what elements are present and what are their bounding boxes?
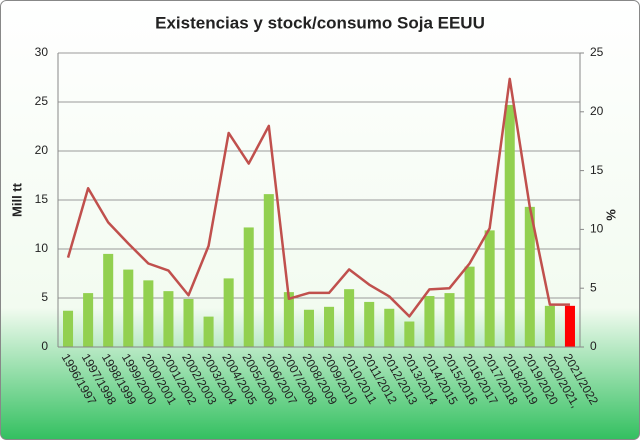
y-tick-label: 25 (35, 94, 49, 108)
bar (303, 309, 314, 347)
y2-tick-label: 25 (590, 45, 604, 59)
bar (324, 306, 335, 347)
bar (404, 321, 415, 347)
bar (163, 291, 174, 347)
y2-tick-label: 10 (590, 222, 604, 236)
bar (243, 227, 254, 347)
bar (564, 305, 575, 347)
y-tick-label: 5 (41, 290, 48, 304)
bar (504, 104, 515, 347)
y2-tick-label: 15 (590, 163, 604, 177)
bar (464, 266, 475, 347)
bar (384, 308, 395, 347)
line (66, 77, 570, 318)
y-axis-title: Mill tt (9, 182, 24, 217)
y-tick-label: 20 (35, 143, 49, 157)
chart-title: Existencias y stock/consumo Soja EEUU (155, 13, 485, 32)
bar (203, 316, 214, 347)
bar (83, 293, 94, 347)
bar (484, 230, 495, 347)
bar (544, 305, 555, 347)
y-tick-label: 30 (35, 45, 49, 59)
bar (444, 293, 455, 347)
y2-axis-title: % (603, 209, 618, 221)
bar (183, 298, 194, 347)
y-tick-label: 15 (35, 192, 49, 206)
bar (123, 269, 134, 347)
y-tick-label: 0 (41, 339, 48, 353)
bar (103, 253, 114, 347)
bar (223, 278, 234, 347)
y2-tick-label: 20 (590, 104, 604, 118)
bar (283, 292, 294, 347)
bar (63, 310, 74, 347)
bar (263, 194, 274, 347)
bar (344, 289, 355, 347)
y2-tick-label: 5 (590, 280, 597, 294)
bar (143, 280, 154, 347)
bar (424, 296, 435, 347)
y-tick-label: 10 (35, 241, 49, 255)
bar (524, 206, 535, 347)
y2-tick-label: 0 (590, 339, 597, 353)
bar (364, 301, 375, 347)
